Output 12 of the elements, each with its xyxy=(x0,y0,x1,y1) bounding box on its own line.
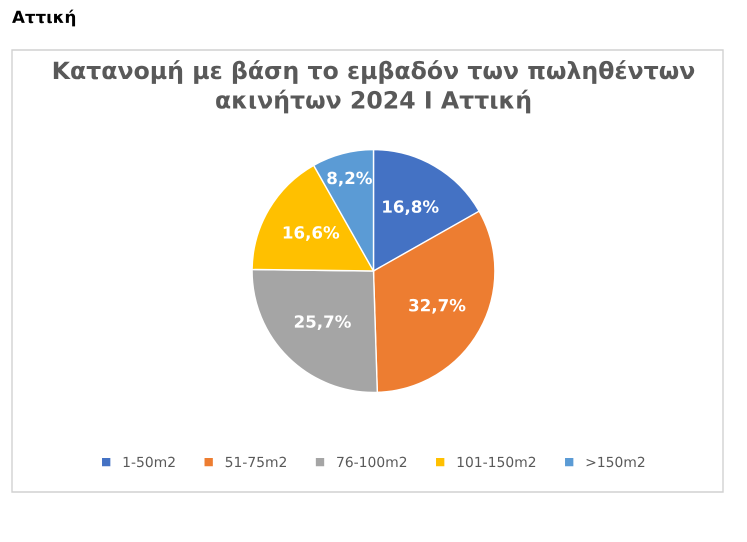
text: Αττική xyxy=(12,10,76,26)
legend-label: >150m2 xyxy=(586,456,644,468)
data-label: 8,2% xyxy=(327,172,372,186)
legend-label: 76-100m2 xyxy=(337,456,406,468)
chart-title: Κατανομή με βάση το εμβαδόν των πωληθέντων ακινήτων 2024 Ι Αττική xyxy=(54,60,694,114)
data-label: 32,7% xyxy=(409,298,466,314)
legend-label: 101-150m2 xyxy=(458,456,536,468)
data-label: 16,6% xyxy=(284,226,340,241)
data-label: 16,8% xyxy=(383,200,439,216)
legend-label: 51-75m2 xyxy=(226,456,286,468)
data-label: 25,7% xyxy=(294,315,351,330)
legend-label: 1-50m2 xyxy=(124,456,175,468)
